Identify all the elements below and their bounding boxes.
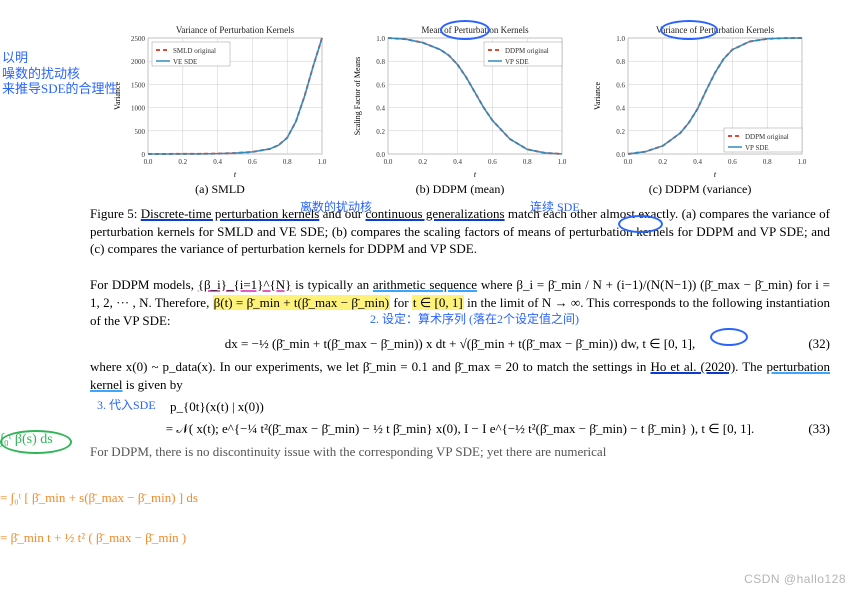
hand-mid2: 连续 SDE [530,200,580,214]
cap-phrase2: continuous generalizations [365,206,504,221]
svg-text:0.0: 0.0 [384,158,393,166]
chart-ddpm-mean: 0.00.20.40.60.81.00.00.20.40.60.81.0Mean… [350,20,570,180]
svg-text:0.4: 0.4 [376,105,385,113]
svg-text:0.8: 0.8 [523,158,532,166]
ref-ho2020: Ho et al. (2020) [650,359,735,374]
eq-32-num: (32) [808,336,830,352]
svg-text:t: t [474,170,477,179]
svg-text:t: t [714,170,717,179]
hand-note3: 3. 代入SDE [97,398,156,412]
svg-text:SMLD original: SMLD original [173,47,216,55]
t-range: t ∈ [0, 1] [412,295,464,310]
svg-text:0.2: 0.2 [658,158,667,166]
charts-row: 0.0 0.2 0.4 0.6 0.8 1.0 0 500 1000 1500 2000 2500 Va… [90,20,830,180]
svg-text:0: 0 [142,151,146,159]
circle-bmax [710,328,748,346]
hand-calc3: = β̄_min t + ½ t² ( β̄_max − β̄_min ) [0,530,186,546]
svg-text:VP SDE: VP SDE [505,58,529,66]
circle-match [618,215,663,233]
subcap-c: (c) DDPM (variance) [590,182,810,197]
last-line: For DDPM, there is no discontinuity issu… [90,443,830,461]
eq-33-num: (33) [808,421,830,437]
svg-text:1.0: 1.0 [798,158,807,166]
kernel-lhs: p_{0t}(x(t) | x(0)) [170,399,830,415]
svg-text:1.0: 1.0 [318,158,327,166]
svg-text:Variance: Variance [593,82,602,110]
chart-ddpm-var: 0.0 0.2 0.4 0.6 0.8 1.0 0.0 0.2 0.4 0.6 0.8 1.0 Vari… [590,20,810,180]
fig-label: Figure 5: [90,206,137,221]
svg-text:0.2: 0.2 [178,158,187,166]
svg-text:0.2: 0.2 [376,128,385,136]
svg-text:0.2: 0.2 [418,158,427,166]
paper-page: 0.0 0.2 0.4 0.6 0.8 1.0 0 500 1000 1500 2000 2500 Va… [90,20,830,461]
figure-caption: Figure 5: Discrete-time perturbation ker… [90,205,830,258]
svg-text:VE SDE: VE SDE [173,58,197,66]
svg-text:0.0: 0.0 [624,158,633,166]
svg-text:1.0: 1.0 [616,35,625,43]
svg-text:0.0: 0.0 [376,151,385,159]
svg-text:DDPM original: DDPM original [745,133,789,141]
svg-text:1500: 1500 [131,81,146,89]
svg-text:VP SDE: VP SDE [745,144,769,152]
svg-text:0.2: 0.2 [616,128,625,136]
hand-left-note: 以明 噪数的扰动核 来推导SDE的合理性 [2,50,118,97]
svg-text:1.0: 1.0 [376,35,385,43]
subcap-a: (a) SMLD [110,182,330,197]
svg-text:Variance of Perturbation Kerne: Variance of Perturbation Kernels [176,25,295,35]
svg-text:0.4: 0.4 [213,158,222,166]
svg-text:0.4: 0.4 [453,158,462,166]
svg-text:500: 500 [135,128,146,136]
circle-integral [0,430,72,454]
cap-phrase1: Discrete-time perturbation kernels [141,206,320,221]
subcap-b: (b) DDPM (mean) [350,182,570,197]
watermark: CSDN @hallo128 [744,572,846,586]
circle-var-title [660,20,718,40]
svg-text:0.6: 0.6 [616,81,625,89]
svg-text:0.8: 0.8 [616,58,625,66]
hand-note2: 2. 设定：算术序列 (落在2个设定值之间) [370,312,579,326]
beta-seq: {β_i}_{i=1}^{N} [198,277,292,292]
svg-text:0.8: 0.8 [376,58,385,66]
svg-text:0.4: 0.4 [616,105,625,113]
svg-text:0.8: 0.8 [283,158,292,166]
svg-text:0.4: 0.4 [693,158,702,166]
chart-smld: 0.0 0.2 0.4 0.6 0.8 1.0 0 500 1000 1500 2000 2500 Va… [110,20,330,180]
svg-text:2500: 2500 [131,35,146,43]
beta-i-eq: β_i = β̄_min / N + (i−1)/(N(N−1)) (β̄_ma… [516,277,792,292]
svg-text:1.0: 1.0 [558,158,567,166]
svg-text:DDPM original: DDPM original [505,47,549,55]
svg-text:2000: 2000 [131,58,146,66]
svg-text:0.8: 0.8 [763,158,772,166]
hand-calc2: = ∫₀ᵗ [ β̄_min + s(β̄_max − β̄_min) ] ds [0,490,198,506]
svg-text:Scaling Factor of Means: Scaling Factor of Means [353,57,362,135]
svg-text:0.0: 0.0 [616,151,625,159]
svg-text:1000: 1000 [131,105,146,113]
para-settings: where x(0) ~ p_data(x). In our experimen… [90,358,830,394]
svg-text:0.6: 0.6 [488,158,497,166]
arith-seq: arithmetic sequence [373,277,477,292]
beta-t-eq: β(t) = β̄_min + t(β̄_max − β̄_min) [213,295,390,310]
svg-text:0.6: 0.6 [248,158,257,166]
svg-text:t: t [234,170,237,179]
svg-text:0.6: 0.6 [728,158,737,166]
circle-mean-title [440,20,490,40]
eq-33: = 𝒩( x(t); e^{−¼ t²(β̄_max − β̄_min) − ½… [90,421,830,437]
n-inf: N → ∞ [542,295,580,310]
subcaptions: (a) SMLD (b) DDPM (mean) (c) DDPM (varia… [90,182,830,197]
svg-text:0.6: 0.6 [376,81,385,89]
svg-text:0.0: 0.0 [144,158,153,166]
hand-mid1: 离数的扰动核 [300,200,372,214]
